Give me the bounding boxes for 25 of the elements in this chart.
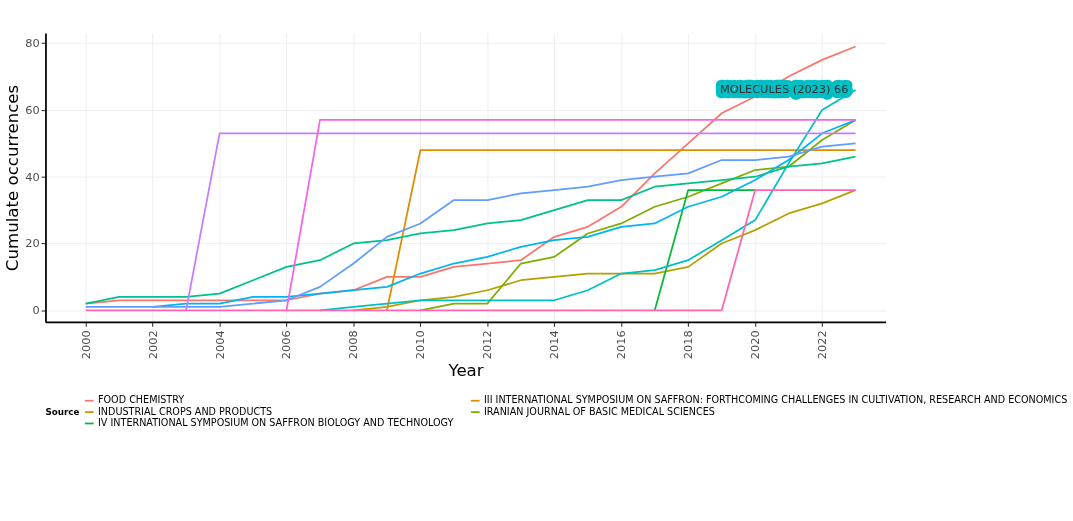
- x-tick-label: 2020: [748, 330, 763, 360]
- legend-label: INDUSTRIAL CROPS AND PRODUCTS: [98, 405, 273, 417]
- y-tick-label: 20: [25, 236, 40, 251]
- x-tick-label: 2004: [212, 330, 227, 360]
- x-tick-label: 2006: [279, 330, 294, 360]
- x-axis-title: Year: [447, 360, 484, 380]
- legend-label: III INTERNATIONAL SYMPOSIUM ON SAFFRON: FORTHCOMING CHALLENGES IN CULTIVATION, RESEARCH AND ECONOMICS: [483, 394, 1068, 406]
- legend-label: IV INTERNATIONAL SYMPOSIUM ON SAFFRON BIOLOGY AND TECHNOLOGY: [98, 417, 454, 429]
- legend-label: FOOD CHEMISTRY: [98, 394, 185, 406]
- x-tick-label: 2010: [413, 330, 428, 360]
- y-tick-label: 0: [32, 303, 40, 318]
- x-tick-label: 2000: [78, 330, 93, 360]
- y-axis-title: Cumulate occurrences: [3, 84, 23, 272]
- y-tick-label: 40: [25, 169, 40, 184]
- x-tick-label: 2012: [480, 330, 495, 360]
- legend-label: IRANIAN JOURNAL OF BASIC MEDICAL SCIENCES: [483, 405, 715, 417]
- y-tick-label: 80: [25, 36, 40, 51]
- x-tick-label: 2014: [547, 330, 562, 360]
- x-tick-label: 2008: [346, 330, 361, 360]
- legend-title: Source: [45, 406, 80, 417]
- x-tick-label: 2022: [815, 330, 830, 360]
- x-tick-label: 2016: [614, 330, 629, 360]
- x-tick-label: 2018: [681, 330, 696, 360]
- x-tick-label: 2002: [145, 330, 160, 360]
- y-tick-label: 60: [25, 102, 40, 117]
